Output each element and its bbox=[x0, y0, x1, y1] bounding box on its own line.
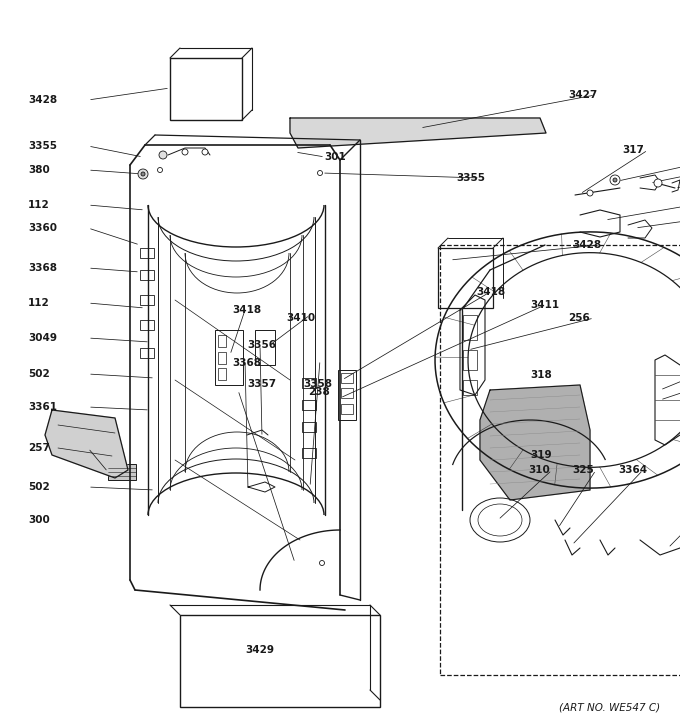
Circle shape bbox=[610, 175, 620, 185]
Text: (ART NO. WE547 C): (ART NO. WE547 C) bbox=[559, 703, 660, 713]
Circle shape bbox=[318, 170, 322, 175]
Text: 112: 112 bbox=[28, 298, 50, 308]
Text: 3429: 3429 bbox=[245, 645, 275, 655]
Text: 3357: 3357 bbox=[247, 379, 276, 389]
Text: 310: 310 bbox=[528, 465, 549, 475]
Text: 112: 112 bbox=[28, 200, 50, 210]
Text: 3358: 3358 bbox=[303, 379, 332, 389]
Bar bbox=[341, 404, 353, 414]
Bar bbox=[170, 58, 242, 120]
Circle shape bbox=[654, 179, 662, 187]
Text: 256: 256 bbox=[568, 313, 590, 323]
Circle shape bbox=[158, 167, 163, 173]
Bar bbox=[140, 348, 154, 358]
Circle shape bbox=[138, 169, 148, 179]
Bar bbox=[338, 370, 356, 420]
Circle shape bbox=[613, 178, 617, 182]
Bar bbox=[218, 352, 226, 364]
Bar bbox=[302, 378, 316, 388]
Bar bbox=[341, 373, 353, 383]
Text: 3418: 3418 bbox=[476, 287, 505, 297]
Circle shape bbox=[587, 190, 593, 196]
Text: 3368: 3368 bbox=[28, 263, 57, 273]
Text: 317: 317 bbox=[622, 145, 644, 155]
Bar bbox=[302, 448, 316, 458]
Text: 325: 325 bbox=[572, 465, 594, 475]
Text: 3049: 3049 bbox=[28, 333, 57, 343]
Bar bbox=[463, 350, 477, 370]
Bar bbox=[438, 248, 493, 308]
Bar bbox=[140, 248, 154, 258]
Bar bbox=[108, 464, 136, 480]
Text: 301: 301 bbox=[324, 152, 345, 162]
Bar bbox=[463, 380, 477, 395]
Circle shape bbox=[182, 149, 188, 155]
Text: 319: 319 bbox=[530, 450, 551, 460]
Bar bbox=[215, 330, 243, 385]
Bar bbox=[140, 320, 154, 330]
Text: 257: 257 bbox=[28, 443, 50, 453]
Text: 502: 502 bbox=[28, 482, 50, 492]
Text: 3428: 3428 bbox=[28, 95, 57, 105]
Bar bbox=[341, 388, 353, 398]
Polygon shape bbox=[480, 385, 590, 500]
Bar bbox=[255, 330, 275, 365]
Bar bbox=[302, 422, 316, 432]
Polygon shape bbox=[45, 410, 128, 478]
Text: 238: 238 bbox=[308, 387, 330, 397]
Text: 3410: 3410 bbox=[286, 313, 315, 323]
Text: 3355: 3355 bbox=[28, 141, 57, 151]
Circle shape bbox=[320, 560, 324, 566]
Text: 318: 318 bbox=[530, 370, 551, 380]
Bar bbox=[218, 335, 226, 347]
Bar bbox=[140, 270, 154, 280]
Bar bbox=[218, 368, 226, 380]
Text: 502: 502 bbox=[28, 369, 50, 379]
Polygon shape bbox=[290, 118, 546, 148]
Bar bbox=[180, 615, 380, 707]
Bar bbox=[463, 315, 477, 340]
Text: 3418: 3418 bbox=[232, 305, 261, 315]
Text: 3355: 3355 bbox=[456, 173, 485, 183]
Text: 300: 300 bbox=[28, 515, 50, 525]
Text: 3356: 3356 bbox=[247, 340, 276, 350]
Text: 3368: 3368 bbox=[232, 358, 261, 368]
Text: 3361: 3361 bbox=[28, 402, 57, 412]
Text: 3428: 3428 bbox=[572, 240, 601, 250]
Circle shape bbox=[141, 172, 145, 176]
Text: 3427: 3427 bbox=[568, 90, 597, 100]
Bar bbox=[140, 295, 154, 305]
Text: 3411: 3411 bbox=[530, 300, 559, 310]
Text: 380: 380 bbox=[28, 165, 50, 175]
Circle shape bbox=[159, 151, 167, 159]
Circle shape bbox=[202, 149, 208, 155]
Text: 3364: 3364 bbox=[618, 465, 647, 475]
Text: 3360: 3360 bbox=[28, 223, 57, 233]
Bar bbox=[302, 400, 316, 410]
